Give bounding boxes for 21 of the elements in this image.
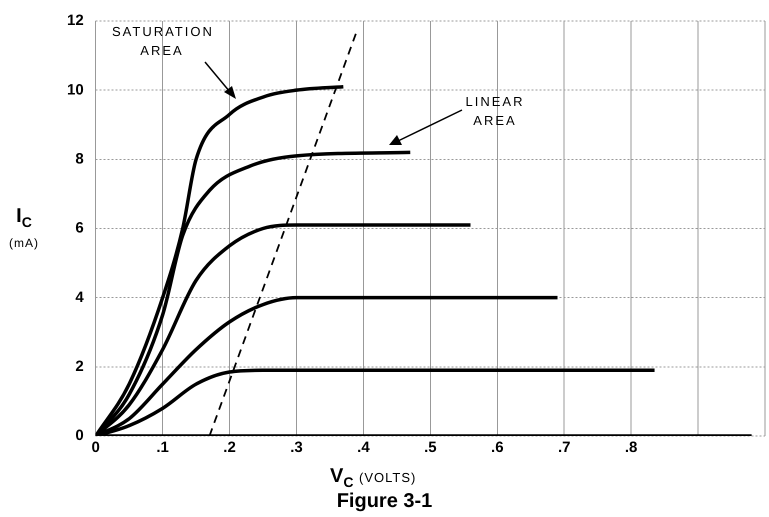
x-tick-label: 0: [92, 439, 100, 456]
x-tick-label: .2: [223, 439, 236, 456]
x-tick-label: .7: [558, 439, 570, 456]
y-tick-label: 2: [75, 358, 84, 375]
x-tick-label: .4: [357, 439, 370, 456]
x-tick-label: .6: [491, 439, 504, 456]
y-tick-label: 12: [66, 12, 84, 30]
x-tick-label: .8: [624, 439, 638, 456]
x-tick-label: .1: [156, 439, 169, 456]
y-tick-label: 10: [66, 81, 84, 98]
x-tick-label: .3: [290, 439, 303, 456]
annotation: LINEAR AREA: [464, 93, 526, 130]
y-axis-title: I$_{C}$ (mA): [8, 205, 40, 252]
y-tick-label: 8: [75, 150, 84, 168]
x-axis-title: V$_{C}$ (VOLTS): [330, 465, 416, 490]
caption: Figure 3-1: [336, 490, 434, 513]
y-tick-label: 0: [75, 427, 84, 444]
x-tick-label: .5: [424, 439, 437, 456]
annotation: SATURATION AREA: [112, 23, 214, 60]
y-tick-label: 6: [75, 220, 84, 237]
y-tick-label: 4: [75, 288, 84, 306]
